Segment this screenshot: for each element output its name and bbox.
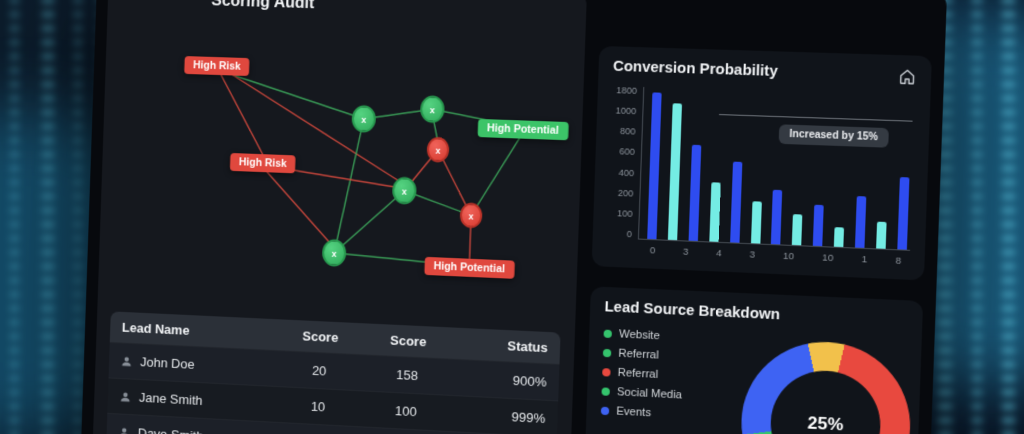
code-bokeh-strip — [74, 0, 82, 434]
legend-label: Events — [616, 405, 652, 420]
lead-name: Jane Smith — [138, 389, 203, 408]
bar — [876, 221, 887, 249]
x-tick-label: 3 — [682, 246, 689, 258]
lead-score-2: 158 — [395, 367, 419, 384]
legend-item: Social Media — [601, 385, 757, 405]
bar — [750, 200, 762, 244]
legend-item: Referral — [602, 347, 759, 367]
bar — [855, 196, 867, 248]
bar — [647, 92, 662, 240]
lead-source-panel: Lead Source Breakdown Website Referral Ref… — [582, 286, 924, 434]
graph-badge[interactable]: High Risk — [229, 152, 297, 174]
lead-score-1: 10 — [310, 398, 326, 415]
bar — [792, 214, 803, 246]
graph-badge[interactable]: High Potential — [424, 256, 515, 279]
network-edges — [111, 12, 571, 325]
x-tick-label: 0 — [649, 245, 656, 257]
bar — [688, 145, 702, 241]
y-tick-label: 400 — [618, 167, 635, 178]
lead-avatar-icon — [119, 390, 131, 402]
col-status: Status — [507, 338, 549, 356]
audit-panel: Scoring Audit x x x x x x High Risk High Risk Hi… — [90, 0, 587, 434]
leads-table: Lead Name Score Score Status John Doe 20 1… — [106, 311, 561, 434]
legend-item: Website — [603, 328, 759, 348]
y-tick-label: 800 — [619, 126, 636, 137]
node-x-glyph: x — [468, 210, 474, 221]
x-tick-label: 1 — [861, 254, 868, 266]
y-tick-label: 1000 — [615, 105, 637, 117]
annotation-badge: Increased by 15% — [778, 124, 889, 148]
lead-name: John Doe — [139, 354, 195, 372]
lead-avatar-icon — [118, 426, 130, 434]
y-tick-label: 600 — [619, 146, 635, 158]
graph-badge[interactable]: High Potential — [477, 118, 569, 141]
x-tick-label: 3 — [749, 249, 756, 261]
lead-status: 900% — [512, 372, 547, 390]
x-tick-label: 10 — [782, 250, 795, 263]
lead-score-1: 20 — [311, 362, 327, 379]
dashboard: Scoring Audit x x x x x x High Risk High Risk Hi… — [78, 0, 948, 434]
donut-chart: 25% — [738, 338, 913, 434]
graph-badge[interactable]: High Risk — [184, 56, 250, 77]
legend-item: Referral — [602, 366, 758, 386]
bars — [647, 87, 912, 250]
legend: Website Referral Referral Social Media Event… — [600, 328, 760, 425]
bar — [813, 205, 824, 247]
col-lead-name: Lead Name — [121, 319, 190, 338]
code-bokeh-strip — [972, 0, 982, 434]
plot-area: Increased by 15% — [637, 86, 916, 251]
bar — [709, 182, 721, 242]
legend-label: Referral — [617, 366, 659, 382]
lead-name-cell: John Doe — [121, 353, 280, 376]
bar — [834, 227, 845, 248]
legend-dot — [601, 387, 610, 396]
node-x-glyph: x — [401, 185, 408, 196]
conversion-panel: Conversion Probability 1800 1000 800 600 400… — [591, 45, 932, 281]
lead-avatar-icon — [121, 355, 133, 367]
bar — [729, 161, 742, 243]
y-tick-label: 1800 — [616, 85, 638, 96]
node-x-glyph: x — [331, 247, 337, 258]
bar-chart: 1800 1000 800 600 400 200 100 0 Increased by 15… — [607, 85, 916, 251]
legend-dot — [603, 329, 613, 339]
y-tick-label: 100 — [616, 208, 633, 219]
legend-dot — [600, 406, 610, 416]
code-bokeh-strip — [10, 0, 19, 434]
lead-name-cell: Dave Smith — [118, 424, 277, 434]
bar — [771, 189, 783, 245]
bar — [667, 103, 682, 241]
lead-name: Dave Smith — [138, 425, 204, 434]
legend-item: Events — [600, 405, 757, 425]
node-x-glyph: x — [435, 144, 441, 155]
lead-name-cell: Jane Smith — [119, 389, 278, 412]
legend-dot — [602, 368, 611, 377]
right-column: Conversion Probability 1800 1000 800 600 400… — [582, 45, 932, 434]
y-tick-label: 0 — [626, 228, 633, 240]
lead-status: 999% — [511, 409, 546, 427]
node-x-glyph: x — [361, 113, 367, 124]
network-graph: x x x x x x High Risk High Risk High Potential Hi… — [111, 12, 571, 325]
conversion-title: Conversion Probability — [612, 58, 779, 81]
legend-label: Referral — [618, 347, 659, 362]
legend-dot — [602, 348, 612, 358]
code-bokeh-strip — [1002, 0, 1015, 434]
y-tick-label: 200 — [617, 187, 634, 199]
bar — [897, 177, 910, 250]
col-score-1: Score — [302, 328, 339, 346]
x-tick-label: 10 — [822, 252, 834, 265]
lead-score-2: 100 — [394, 403, 417, 420]
col-score-2: Score — [389, 332, 427, 350]
legend-label: Website — [618, 328, 661, 343]
conversion-header: Conversion Probability — [613, 59, 917, 86]
code-bokeh-strip — [42, 0, 54, 434]
node-x-glyph: x — [429, 104, 436, 115]
lead-source-title: Lead Source Breakdown — [604, 299, 781, 324]
home-icon[interactable] — [898, 67, 917, 85]
donut-center-label: 25% — [807, 413, 844, 434]
x-tick-label: 8 — [895, 255, 902, 268]
x-tick-label: 4 — [716, 247, 722, 260]
legend-label: Social Media — [616, 386, 683, 402]
